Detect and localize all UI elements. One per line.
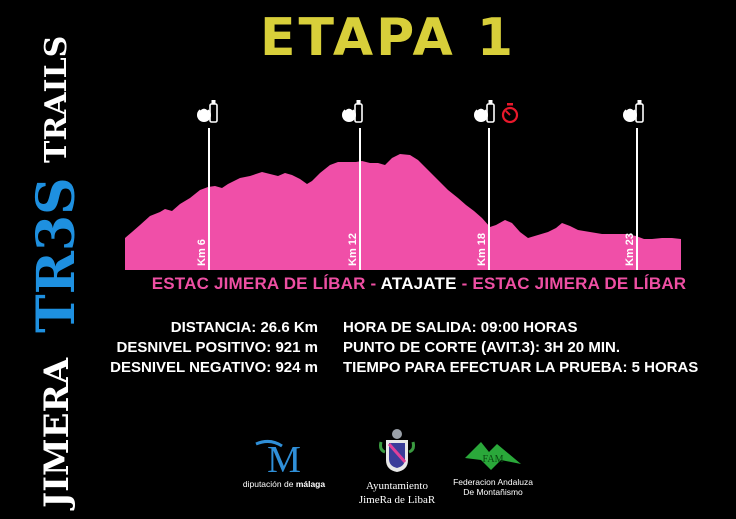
ayuntamiento-jimera-logo: Ayuntamiento JimeRa de LibaR — [356, 428, 438, 507]
route-mid: ATAJATE — [380, 274, 457, 293]
stat-start-time: HORA DE SALIDA: 09:00 HORAS — [343, 319, 578, 336]
logo-tr3s: TR3S — [26, 177, 87, 333]
km-label-18: Km 18 — [476, 233, 488, 266]
route-description: ESTAC JIMERA DE LÍBAR - ATAJATE - ESTAC … — [0, 274, 736, 294]
water-bottle-icon — [486, 100, 495, 123]
diputacion-malaga-logo: M diputación de málaga — [242, 439, 326, 489]
stat-time-limit: TIEMPO PARA EFECTUAR LA PRUEBA: 5 HORAS — [343, 359, 699, 376]
logo-trails: TRAILS — [39, 36, 74, 163]
svg-text:M: M — [267, 439, 301, 474]
stat-elevation-gain: DESNIVEL POSITIVO: 921 m — [116, 339, 318, 356]
food-icon — [342, 107, 356, 122]
route-separator: - — [456, 274, 473, 293]
water-bottle-icon — [209, 100, 218, 123]
coat-of-arms-icon — [379, 429, 415, 472]
stat-cutoff: PUNTO DE CORTE (AVIT.3): 3H 20 MIN. — [343, 339, 620, 356]
svg-text:FAM: FAM — [483, 454, 504, 465]
stat-elevation-loss: DESNIVEL NEGATIVO: 924 m — [110, 359, 318, 376]
water-bottle-icon — [635, 100, 644, 123]
food-icon — [623, 107, 637, 122]
diputacion-m-icon: M — [255, 439, 301, 481]
km-label-23: Km 23 — [624, 233, 636, 266]
elevation-profile: Km 6 Km 12 Km 18 Km 23 — [125, 100, 681, 270]
logo-jimera: JIMERA — [37, 357, 77, 511]
page-title: ETAPA 1 — [259, 8, 517, 68]
stats-left: DISTANCIA: 26.6 Km DESNIVEL POSITIVO: 92… — [110, 318, 318, 378]
fam-mountain-icon: FAM — [465, 442, 521, 470]
stats-right: HORA DE SALIDA: 09:00 HORAS PUNTO DE COR… — [343, 318, 698, 378]
jimera-tr3s-trails-logo: JIMERA TR3S TRAILS — [26, 36, 87, 511]
aid-station-km23 — [623, 100, 644, 123]
route-start: ESTAC JIMERA DE LÍBAR — [151, 274, 366, 293]
stopwatch-icon — [501, 103, 519, 124]
food-icon — [474, 107, 488, 122]
water-bottle-icon — [354, 100, 363, 123]
route-end: ESTAC JIMERA DE LÍBAR — [472, 274, 687, 293]
stat-distance: DISTANCIA: 26.6 Km — [170, 319, 318, 336]
km-label-12: Km 12 — [347, 233, 359, 266]
aid-station-km6 — [197, 100, 218, 123]
aid-station-km18 — [474, 100, 519, 124]
km-label-6: Km 6 — [196, 239, 208, 266]
elevation-area — [125, 154, 681, 270]
food-icon — [197, 107, 211, 122]
aid-station-km12 — [342, 100, 363, 123]
fam-logo: FAM Federacion Andaluza De Montañismo — [450, 438, 536, 497]
route-separator: - — [365, 274, 381, 293]
